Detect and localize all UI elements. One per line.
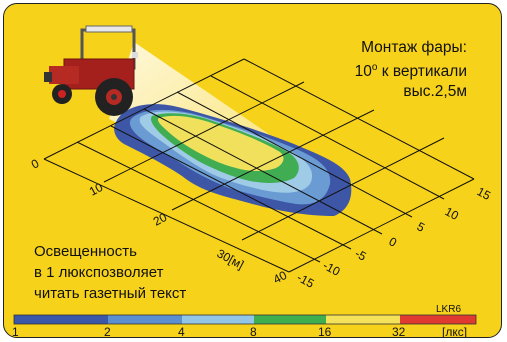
grid-line-distance-10: [103, 81, 305, 183]
grid-line-lateral-5: [176, 91, 413, 218]
lateral-tick-0: 0: [387, 234, 400, 250]
mount-note: Монтаж фары: 10o к вертикали выс.2,5м: [355, 38, 467, 102]
diagram-panel: 0 10 20 30[м] 40 15 10 5 0 -5 -10 -15 1 …: [3, 3, 502, 338]
distance-tick-40: 40: [271, 268, 290, 287]
legend-tick-32: 32: [392, 325, 406, 338]
lux-note: Освещенность в 1 люкспозволяет читать га…: [34, 241, 186, 304]
legend-seg-1-2: [14, 315, 108, 324]
lateral-tick-5: 5: [415, 219, 428, 235]
grid-line-lateral-0: [143, 108, 383, 235]
zone-yellow: [158, 115, 284, 171]
grid-line-lateral-minus10: [76, 141, 321, 263]
legend-tick-4: 4: [178, 325, 185, 338]
ground-grid: [43, 58, 475, 273]
grid-line-lateral-minus5: [110, 125, 352, 250]
distance-tick-10: 10: [87, 180, 106, 199]
legend-seg-2-4: [108, 315, 182, 324]
mount-angle-degree: o: [371, 62, 378, 73]
legend-seg-32-plus: [400, 315, 476, 324]
grid-line-distance-20: [171, 109, 375, 211]
lux-note-line3: читать газетный текст: [34, 285, 187, 302]
grid-line-distance-30: [241, 137, 445, 241]
lateral-tick-minus5: -5: [353, 246, 369, 264]
grid-line-lateral-15: [243, 58, 475, 180]
legend-seg-4-8: [182, 315, 254, 324]
legend-tick-16: 16: [318, 325, 332, 338]
tractor-icon: [44, 25, 138, 116]
distance-tick-0: 0: [29, 156, 42, 172]
legend-tick-1: 1: [12, 325, 19, 338]
mount-note-line3: выс.2,5м: [403, 83, 467, 100]
grid-line-lateral-10: [210, 75, 445, 200]
mount-angle-value: 10: [354, 63, 372, 80]
legend-tick-2: 2: [104, 325, 111, 338]
model-code: LKR6: [435, 304, 461, 315]
legend-seg-16-32: [326, 315, 400, 324]
lux-note-line1: Освещенность: [34, 243, 137, 260]
mount-note-line1: Монтаж фары:: [361, 39, 467, 56]
legend-tick-8: 8: [250, 325, 257, 338]
lateral-tick-15: 15: [475, 184, 494, 203]
legend-unit: [лкс]: [442, 325, 467, 338]
lateral-tick-10: 10: [443, 204, 462, 223]
lateral-tick-minus15: -15: [295, 270, 317, 291]
legend-bar: [13, 314, 477, 325]
grid-line-lateral-minus15: [43, 158, 290, 273]
light-distribution-diagram: 0 10 20 30[м] 40 15 10 5 0 -5 -10 -15 1 …: [12, 25, 494, 338]
mount-angle-rest: к вертикали: [377, 63, 467, 80]
lateral-tick-minus10: -10: [321, 258, 343, 279]
grid-line-distance-40: [288, 178, 475, 273]
lux-note-line2: в 1 люкспозволяет: [34, 264, 164, 281]
legend-seg-8-16: [254, 315, 326, 324]
mount-note-line2: 10o к вертикали: [355, 58, 467, 82]
distance-tick-20: 20: [151, 210, 170, 229]
